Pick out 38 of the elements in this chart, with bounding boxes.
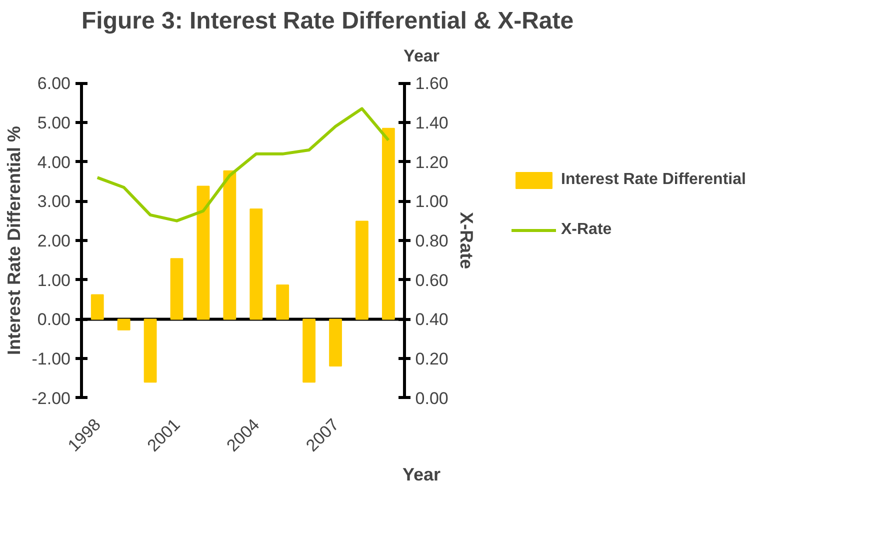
y2-tick-label: 0.20 [415,350,448,369]
y-tick-label: 0.00 [37,310,71,330]
y2-tick-label: 0.60 [415,270,448,290]
y-tick-label: 6.00 [37,74,71,94]
y-tick-label: -1.00 [32,350,70,369]
bar [356,220,368,320]
y2-tick-label: 1.40 [415,113,448,132]
y-tick-label: 1.00 [37,270,71,290]
y2-axis-title: X-Rate [456,212,477,270]
line-series [96,107,390,222]
bar [170,258,184,320]
y2-tick-label: 0.00 [415,388,448,408]
y2-tick-label: 1.60 [415,74,448,94]
bar [90,294,104,320]
bar [302,318,316,383]
y2-tick-label: 0.80 [415,232,448,250]
legend-label: Interest Rate Differential [561,171,746,189]
chart-subtitle: Year [404,46,440,66]
legend-label: X-Rate [561,221,612,239]
y2-tick-label: 0.40 [415,310,448,330]
bar [329,318,342,367]
x-axis-title: Year [402,464,441,485]
y-tick-label: -2.00 [32,388,70,408]
y2-tick-label: 1.00 [415,192,448,212]
bar [276,284,290,320]
y-tick-label: 5.00 [37,113,71,132]
bar [196,186,210,320]
bar [223,170,236,320]
bar [250,208,263,320]
bar [144,318,157,383]
y-tick-label: 4.00 [37,152,71,172]
bar [117,318,130,330]
y2-tick-label: 1.20 [415,152,448,172]
bar [382,128,395,320]
y-tick-label: 3.00 [37,192,71,212]
y-tick-label: 2.00 [37,232,71,250]
chart-title: Figure 3: Interest Rate Differential & X-Rate [82,8,574,34]
y-axis-title: Interest Rate Differential % [4,126,24,356]
